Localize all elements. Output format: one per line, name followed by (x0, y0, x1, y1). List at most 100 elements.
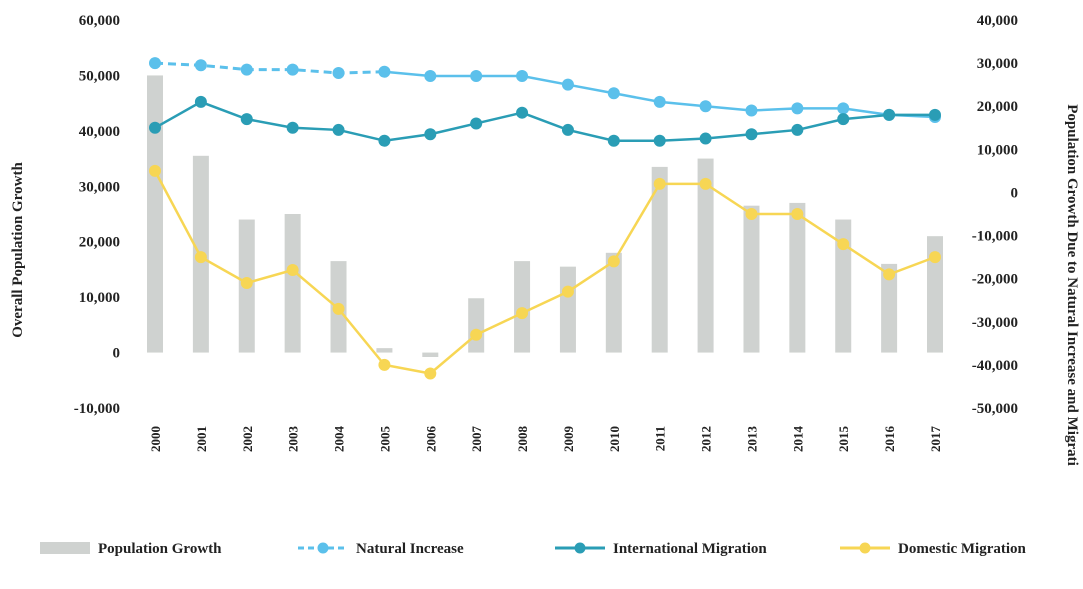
x-tick-label: 2008 (515, 426, 530, 453)
x-tick-label: 2009 (561, 426, 576, 453)
left-tick-label: 30,000 (79, 179, 120, 195)
legend: Population Growth Natural Increase Interna… (40, 541, 1027, 557)
bar (927, 236, 943, 353)
domestic-migration-point (745, 208, 758, 220)
international-migration-point (607, 134, 620, 147)
natural-increase-line (154, 61, 385, 75)
bar (468, 298, 485, 353)
domestic-migration-point (286, 264, 299, 277)
natural-increase-point (424, 70, 437, 83)
international-migration-point (240, 113, 253, 126)
domestic-migration-point (883, 268, 896, 281)
natural-increase-point (607, 87, 620, 100)
international-migration-point (791, 123, 804, 136)
domestic-migration-point (424, 367, 437, 380)
plot-area (147, 57, 943, 380)
natural-increase-point (470, 70, 483, 83)
right-tick-label: -50,000 (972, 401, 1018, 417)
legend-label-population-growth: Population Growth (98, 541, 222, 557)
legend-label-natural-increase: Natural Increase (356, 541, 464, 557)
domestic-migration-point (653, 177, 666, 190)
natural-increase-point (149, 57, 161, 70)
natural-increase-point (837, 102, 850, 115)
x-tick-label: 2016 (882, 426, 897, 453)
left-axis-title: Overall Population Growth (10, 162, 26, 338)
right-tick-label: -10,000 (972, 229, 1018, 245)
right-tick-label: 0 (1011, 185, 1019, 201)
domestic-migration-point (332, 302, 345, 315)
x-tick-label: 2015 (836, 426, 851, 453)
bar (789, 202, 806, 353)
international-migration-point (561, 123, 574, 136)
x-tick-label: 2012 (699, 426, 714, 452)
international-migration-point (516, 106, 529, 119)
domestic-migration-point (470, 328, 483, 341)
natural-increase-point (240, 63, 253, 76)
international-migration-point (745, 128, 758, 141)
international-migration-point (883, 108, 896, 121)
legend-swatch-population-growth (40, 542, 90, 554)
natural-increase-point (516, 70, 529, 83)
x-tick-label: 2007 (469, 426, 484, 453)
legend-marker-international-migration (574, 542, 586, 554)
bar (605, 252, 622, 353)
domestic-migration-point (516, 307, 529, 320)
international-migration-point (194, 95, 207, 108)
international-migration-point (332, 123, 345, 136)
natural-increase-point (745, 104, 758, 117)
right-tick-label: 40,000 (977, 13, 1018, 29)
natural-increase-line (384, 70, 936, 119)
domestic-migration-point (699, 177, 712, 190)
bar (697, 158, 714, 353)
x-tick-label: 2010 (607, 426, 622, 452)
legend-marker-natural-increase (317, 542, 329, 554)
international-migration-point (149, 121, 161, 134)
left-tick-label: 40,000 (79, 124, 120, 140)
natural-increase-point (791, 102, 804, 115)
x-tick-label: 2000 (148, 426, 163, 452)
natural-increase-point (378, 65, 391, 78)
domestic-migration-point (378, 358, 391, 371)
x-tick-label: 2002 (240, 426, 255, 452)
x-tick-label: 2001 (194, 426, 209, 452)
right-tick-label: -40,000 (972, 358, 1018, 374)
international-migration-point (653, 134, 666, 147)
bar (147, 75, 163, 353)
natural-increase-point (653, 95, 666, 108)
domestic-migration-point (149, 164, 161, 177)
x-tick-label: 2011 (653, 426, 668, 451)
bar (651, 166, 668, 353)
international-migration-point (929, 108, 941, 121)
x-tick-label: 2017 (928, 426, 943, 453)
x-tick-label: 2014 (790, 426, 805, 453)
international-migration-point (378, 134, 391, 147)
natural-increase-point (332, 67, 345, 80)
domestic-migration-point (929, 251, 941, 264)
left-tick-label: 10,000 (79, 290, 120, 306)
domestic-migration-point (240, 276, 253, 289)
x-tick-label: 2003 (286, 426, 301, 453)
bar (835, 219, 852, 353)
international-migration-line (154, 100, 935, 142)
natural-increase-point (286, 63, 299, 76)
right-tick-label: 20,000 (977, 99, 1018, 115)
domestic-migration-line (153, 170, 936, 375)
international-migration-point (470, 117, 483, 130)
domestic-migration-point (837, 238, 850, 251)
domestic-migration-point (194, 251, 207, 264)
bar (559, 266, 576, 353)
legend-label-domestic-migration: Domestic Migration (898, 541, 1027, 557)
x-tick-label: 2013 (744, 426, 759, 453)
international-migration-point (837, 113, 850, 126)
left-tick-label: 0 (113, 346, 121, 362)
international-migration-point (424, 128, 437, 141)
x-axis: 2000 2001 2002 2003 2004 2005 2006 2007 2008 2009… (148, 426, 943, 453)
international-migration-point (699, 132, 712, 145)
domestic-migration-point (607, 255, 620, 268)
natural-increase-point (699, 100, 712, 113)
right-tick-label: -30,000 (972, 315, 1018, 331)
left-axis: -10,000 0 10,000 20,000 30,000 40,000 50,000 60… (74, 13, 120, 417)
legend-label-international-migration: International Migration (613, 541, 767, 557)
bar (743, 205, 760, 353)
